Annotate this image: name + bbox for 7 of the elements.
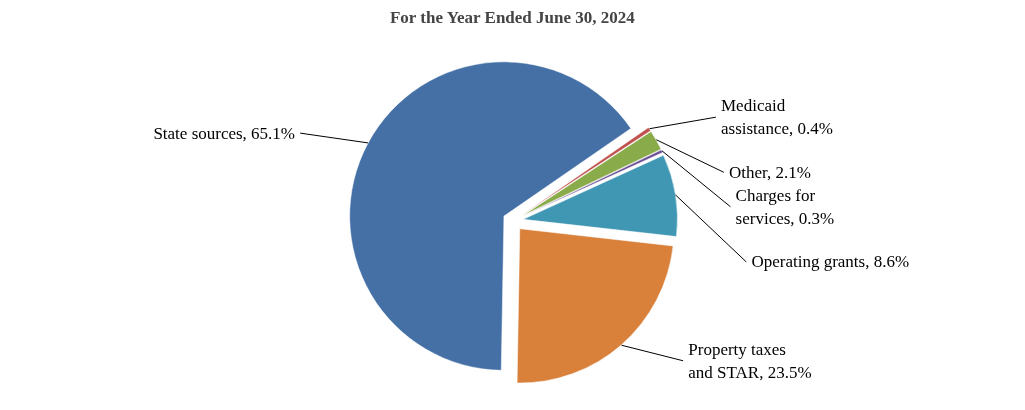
slice-label: Charges for services, 0.3% — [735, 185, 835, 228]
slice-label: Medicaid assistance, 0.4% — [721, 96, 833, 139]
slice-label: State sources, 65.1% — [153, 123, 296, 143]
slice-label: Operating grants, 8.6% — [751, 252, 910, 272]
chart-title: For the Year Ended June 30, 2024 — [389, 7, 636, 27]
slice-label: Property taxes and STAR, 23.5% — [688, 339, 812, 382]
slice-label: Other, 2.1% — [728, 162, 811, 182]
